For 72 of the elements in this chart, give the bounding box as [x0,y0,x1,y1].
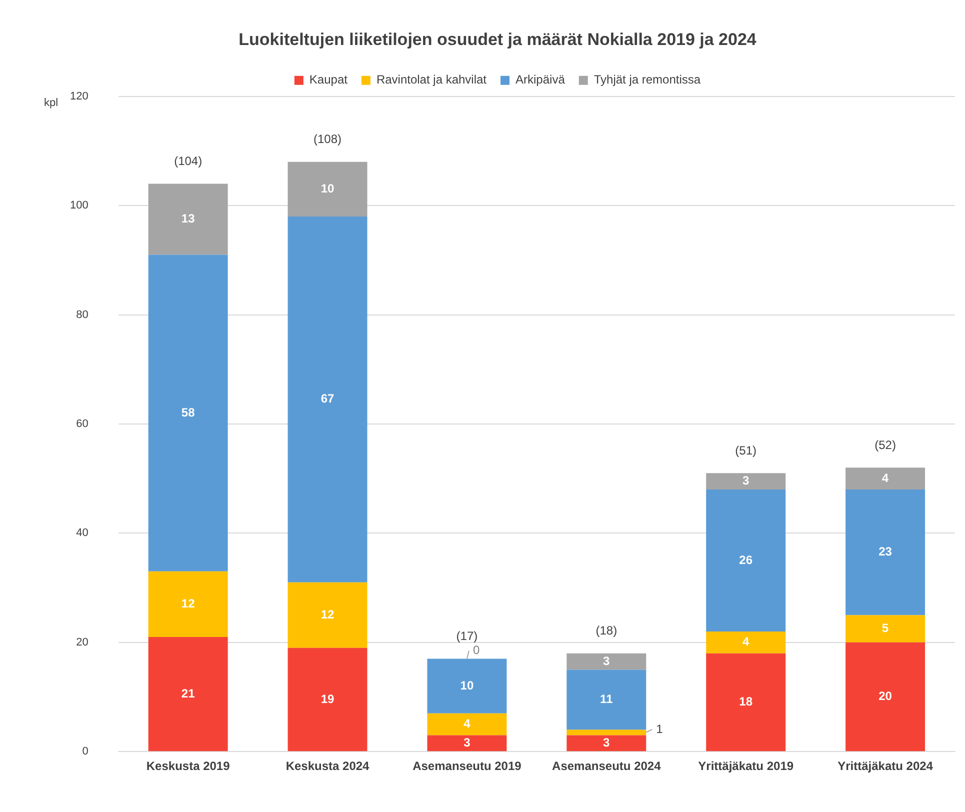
bar [288,648,368,752]
y-tick-label: 100 [70,200,88,212]
data-label: 18 [739,694,753,709]
legend-label: Arkipäivä [516,72,566,87]
bar [566,670,646,730]
data-label: 10 [320,182,335,196]
x-tick-label: Asemanseutu 2019 [412,759,522,774]
bar [148,571,228,637]
bar [706,490,786,632]
data-label: 11 [600,692,614,706]
data-label: 58 [181,405,196,420]
data-label: 67 [320,392,335,406]
bar [288,582,368,648]
bar [846,490,926,616]
bar [846,615,926,642]
data-label: 5 [882,621,889,636]
data-label: 1 [656,722,664,736]
bar [148,184,228,255]
bar [427,735,507,752]
bar [706,653,786,752]
bar [706,631,786,654]
chart-title: Luokiteltujen liiketilojen osuudet ja määrät Nokialla 2019 ja 2024 [238,30,757,49]
bar [846,642,926,752]
y-axis-title: kpl [44,97,58,110]
total-label: (104) [174,154,202,168]
data-label: 23 [878,544,892,559]
y-tick-label: 120 [70,90,88,102]
data-label: 19 [320,692,335,706]
data-label: 12 [320,607,335,622]
data-label: 10 [460,678,474,692]
bar [288,162,368,217]
total-label: (18) [596,624,618,638]
y-tick-label: 0 [82,746,88,758]
data-label: 3 [603,654,610,668]
data-label: 3 [603,735,610,750]
x-tick-label: Keskusta 2024 [286,759,370,774]
bar [846,468,926,490]
total-label: (52) [874,438,896,452]
data-label: 26 [739,552,753,567]
data-label: 3 [464,735,471,750]
x-tick-label: Keskusta 2019 [146,759,230,774]
total-label: (51) [735,443,757,458]
y-tick-label: 20 [76,636,88,648]
bar [566,653,646,670]
x-tick-label: Yrittäjäkatu 2019 [698,759,794,774]
x-tick-label: Asemanseutu 2024 [552,759,662,774]
bar [566,735,646,752]
data-label: 4 [882,470,889,485]
bar [148,254,228,572]
bar [427,713,507,736]
bar [148,636,228,752]
total-label: (108) [314,132,342,146]
bar [566,730,646,736]
data-label: 0 [472,643,480,658]
data-label: 3 [742,474,750,488]
data-label: 20 [878,689,892,704]
data-label: 4 [742,634,750,649]
bar [427,658,507,714]
legend-label: Ravintolat ja kahvilat [376,72,488,87]
legend-label: Tyhjät ja remontissa [594,72,701,87]
x-tick-label: Yrittäjäkatu 2024 [838,759,934,774]
total-label: (17) [456,629,478,644]
y-tick-label: 80 [76,308,88,321]
data-label: 21 [181,686,196,700]
data-label: 13 [181,212,196,226]
y-tick-label: 60 [76,418,88,430]
data-label: 4 [464,716,471,731]
y-tick-label: 40 [76,527,88,540]
legend-label: Kaupat [309,72,348,87]
bar [706,473,786,490]
data-label: 12 [181,596,196,610]
bar [288,216,368,582]
